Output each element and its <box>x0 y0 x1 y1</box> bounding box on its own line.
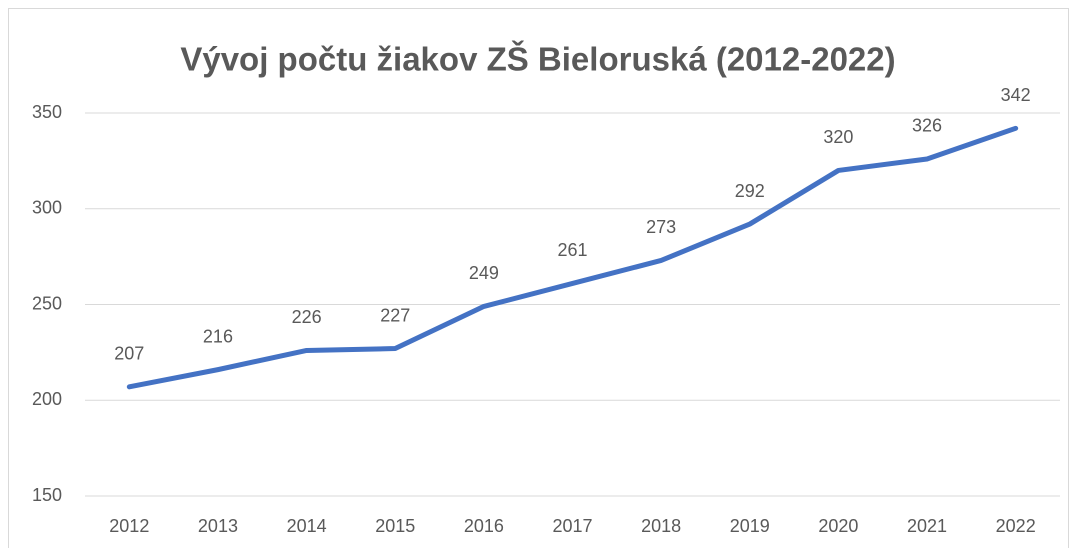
data-label: 207 <box>114 344 144 364</box>
x-tick-label: 2016 <box>464 516 504 536</box>
data-label: 216 <box>203 326 233 346</box>
y-tick-label: 200 <box>32 389 62 409</box>
y-tick-label: 150 <box>32 485 62 505</box>
chart-title: Vývoj počtu žiakov ZŠ Bieloruská (2012-2… <box>180 40 895 78</box>
x-tick-label: 2017 <box>552 516 592 536</box>
data-label: 326 <box>912 116 942 136</box>
data-label: 226 <box>292 307 322 327</box>
chart-frame <box>8 8 1069 548</box>
data-line <box>126 125 1019 390</box>
y-tick-label: 350 <box>32 102 62 122</box>
x-tick-label: 2018 <box>641 516 681 536</box>
data-label: 227 <box>380 305 410 325</box>
data-label: 342 <box>1001 85 1031 105</box>
x-tick-label: 2019 <box>730 516 770 536</box>
data-label: 261 <box>557 240 587 260</box>
x-tick-label: 2022 <box>996 516 1036 536</box>
x-tick-label: 2014 <box>287 516 327 536</box>
x-tick-label: 2015 <box>375 516 415 536</box>
x-tick-label: 2013 <box>198 516 238 536</box>
x-tick-label: 2012 <box>109 516 149 536</box>
x-tick-label: 2021 <box>907 516 947 536</box>
data-label: 249 <box>469 263 499 283</box>
y-tick-label: 250 <box>32 293 62 313</box>
data-label: 292 <box>735 181 765 201</box>
data-label: 273 <box>646 217 676 237</box>
x-tick-label: 2020 <box>818 516 858 536</box>
data-label: 320 <box>823 127 853 147</box>
y-tick-label: 300 <box>32 198 62 218</box>
